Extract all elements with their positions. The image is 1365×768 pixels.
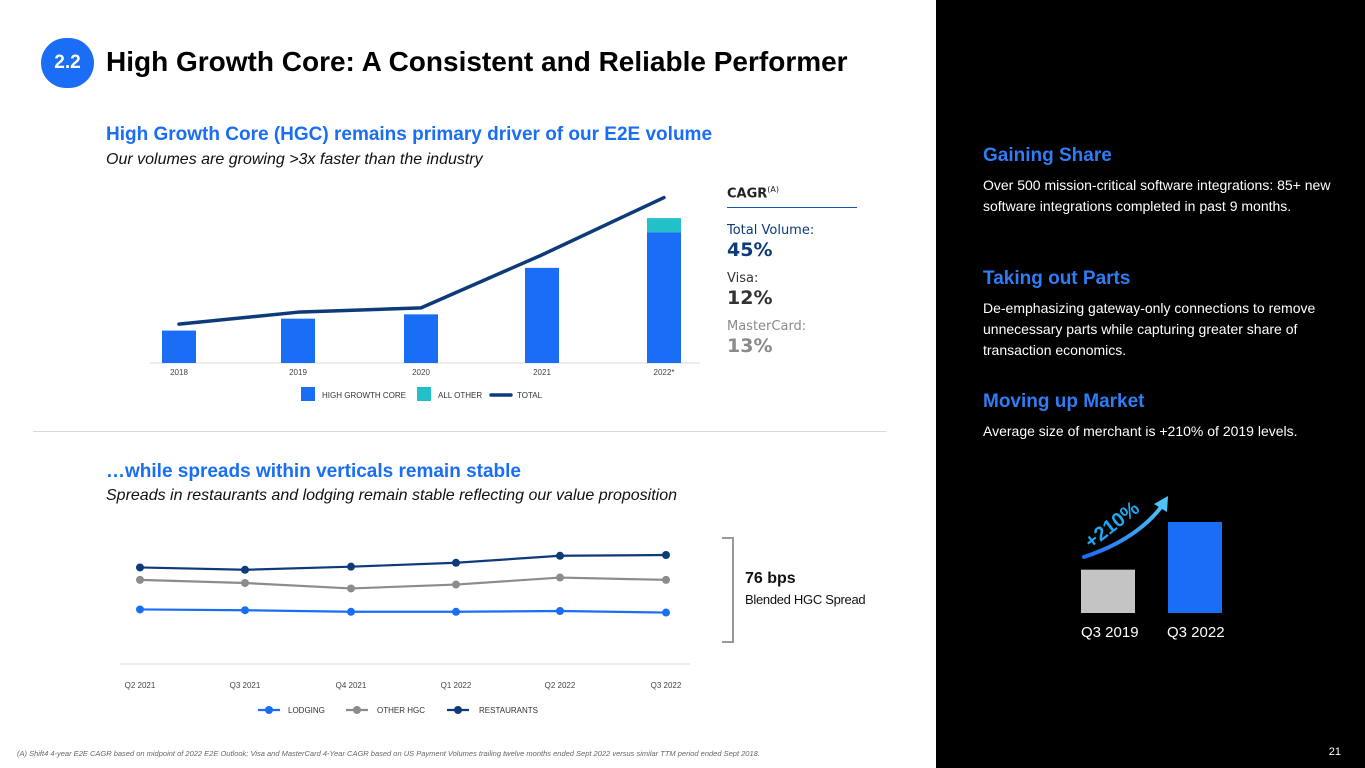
- key-point-title: Taking out Parts: [983, 268, 1131, 289]
- data-point: [136, 563, 144, 572]
- merchant-size-chart: +210%: [1081, 496, 1222, 613]
- spread-bracket: [722, 537, 734, 643]
- data-point: [662, 575, 670, 584]
- cagr-value: 45%: [727, 239, 773, 262]
- series-line: [139, 608, 667, 614]
- x-tick-label: 2021: [533, 368, 551, 377]
- right-panel: Gaining Share Over 500 mission-critical s…: [936, 0, 1365, 768]
- volume-chart: 2018 2019 2020 2021 2022* HIGH GROWTH CORE ALL…: [150, 195, 700, 401]
- legend-swatch-dot: [265, 706, 273, 714]
- data-point: [241, 565, 249, 574]
- series-line: [139, 576, 667, 590]
- legend-label: LODGING: [288, 706, 325, 715]
- key-point-text: De-emphasizing gateway-only connections …: [983, 300, 1316, 358]
- cagr-value: 12%: [727, 287, 773, 310]
- bar-high-growth-core: [162, 330, 196, 363]
- x-tick-label: 2018: [170, 368, 188, 377]
- legend-swatch: [417, 387, 431, 401]
- data-point: [556, 607, 564, 615]
- data-point: [241, 579, 249, 587]
- data-point: [136, 605, 144, 614]
- cagr-panel: CAGR(A) Total Volume: 45% Visa: 12% MasterCa…: [727, 185, 857, 357]
- data-point: [241, 606, 249, 615]
- merchant-bar: [1168, 522, 1222, 613]
- footnote: (A) Shift4 4-year E2E CAGR based on midp…: [17, 749, 760, 758]
- legend-swatch: [301, 387, 315, 401]
- page-number: 21: [1328, 746, 1341, 758]
- data-point: [347, 584, 355, 593]
- section-number-badge: 2.2: [41, 38, 94, 88]
- growth-arrowhead: [1154, 496, 1168, 512]
- legend-label: ALL OTHER: [438, 391, 482, 400]
- key-point: Moving up Market Average size of merchant…: [983, 391, 1343, 442]
- bar-high-growth-core: [281, 318, 315, 363]
- x-tick-label: Q2 2022: [545, 681, 576, 690]
- key-point: Gaining Share Over 500 mission-critical s…: [983, 145, 1343, 217]
- section1-title: High Growth Core (HGC) remains primary d…: [106, 124, 713, 145]
- merchant-bar-label-q3-2022: Q3 2022: [1167, 624, 1225, 641]
- legend-swatch-dot: [353, 706, 361, 714]
- bar-all-other: [647, 218, 681, 233]
- key-point-text: Over 500 mission-critical software integ…: [983, 177, 1331, 214]
- spread-value: 76 bps: [745, 570, 796, 587]
- data-point: [556, 573, 564, 582]
- cagr-title-text: CAGR: [727, 186, 768, 202]
- cagr-label: MasterCard:: [727, 319, 807, 335]
- data-point: [662, 608, 670, 617]
- legend-label: RESTAURANTS: [479, 706, 538, 715]
- cagr-label: Visa:: [727, 271, 759, 287]
- x-tick-label: Q3 2022: [651, 681, 682, 690]
- data-point: [556, 551, 564, 560]
- data-point: [136, 575, 144, 584]
- data-point: [347, 562, 355, 571]
- x-tick-label: Q3 2021: [230, 681, 261, 690]
- total-line: [177, 195, 666, 326]
- spread-callout: 76 bps Blended HGC Spread: [745, 570, 866, 607]
- data-point: [452, 580, 460, 589]
- key-point-title: Gaining Share: [983, 145, 1112, 166]
- bar-high-growth-core: [404, 314, 438, 363]
- key-point-title: Moving up Market: [983, 391, 1145, 412]
- spread-chart: Q2 2021 Q3 2021 Q4 2021 Q1 2022 Q2 2022 Q3 20…: [120, 551, 690, 715]
- key-point: Taking out Parts De-emphasizing gateway-o…: [983, 268, 1343, 361]
- bar-high-growth-core: [647, 232, 681, 363]
- section2-title: …while spreads within verticals remain s…: [106, 461, 521, 482]
- data-point: [452, 607, 460, 616]
- legend-swatch-dot: [454, 706, 462, 714]
- legend-label: HIGH GROWTH CORE: [322, 391, 406, 400]
- cagr-title: CAGR(A): [727, 185, 857, 209]
- growth-arrow: [1082, 504, 1164, 559]
- x-tick-label: Q2 2021: [125, 681, 156, 690]
- cagr-label: Total Volume:: [727, 223, 815, 239]
- legend-label: OTHER HGC: [377, 706, 425, 715]
- merchant-bar: [1081, 569, 1135, 613]
- cagr-value: 13%: [727, 335, 773, 358]
- legend-label: TOTAL: [517, 391, 543, 400]
- cagr-footnote-marker: (A): [767, 185, 780, 194]
- main-content: 2.2 High Growth Core: A Consistent and R…: [17, 38, 886, 758]
- x-tick-label: Q4 2021: [336, 681, 367, 690]
- data-point: [347, 607, 355, 616]
- x-tick-label: Q1 2022: [441, 681, 472, 690]
- spread-label: Blended HGC Spread: [745, 592, 866, 607]
- x-tick-label: 2022*: [654, 368, 675, 377]
- section1-subtitle: Our volumes are growing >3x faster than …: [106, 151, 483, 168]
- series-line: [139, 553, 667, 571]
- key-point-text: Average size of merchant is +210% of 201…: [983, 423, 1298, 439]
- x-tick-label: 2019: [289, 368, 307, 377]
- page-title: High Growth Core: A Consistent and Relia…: [106, 46, 848, 77]
- cagr-items: Total Volume: 45% Visa: 12% MasterCard: 13%: [727, 223, 857, 357]
- data-point: [662, 551, 670, 559]
- bar-high-growth-core: [525, 267, 559, 363]
- section-divider: [33, 431, 886, 432]
- x-tick-label: 2020: [412, 368, 430, 377]
- data-point: [452, 558, 460, 567]
- merchant-bar-label-q3-2019: Q3 2019: [1081, 624, 1139, 641]
- section2-subtitle: Spreads in restaurants and lodging remai…: [106, 487, 678, 504]
